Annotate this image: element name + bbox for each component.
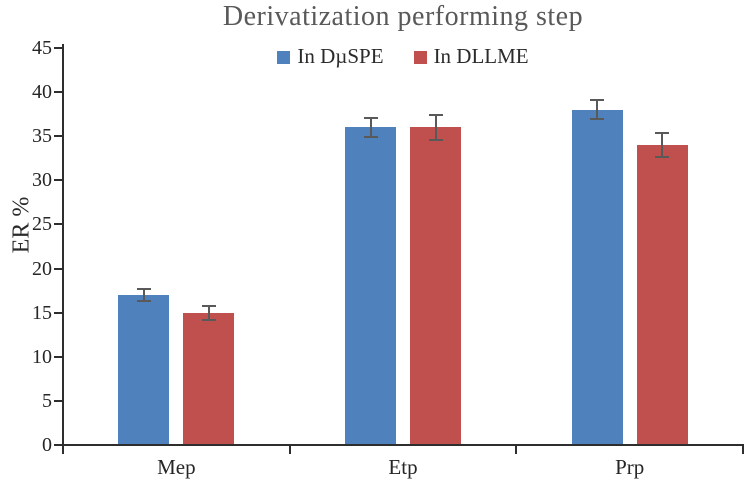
- error-bar-cap-top: [655, 131, 670, 134]
- error-bar-cap-top: [201, 304, 216, 307]
- y-axis-tick-label: 40: [32, 81, 52, 104]
- y-axis-tick: [54, 267, 63, 270]
- y-axis-tick-label: 45: [32, 37, 52, 59]
- legend-swatch-red-icon: [413, 51, 427, 64]
- chart-title: Derivatization performing step: [222, 1, 584, 32]
- y-axis-tick-label: 15: [32, 301, 52, 324]
- x-axis-tick: [742, 446, 744, 454]
- y-axis-tick: [54, 355, 63, 358]
- legend: In DµSPE In DLLME: [63, 44, 743, 69]
- y-axis-tick-label: 0: [42, 434, 52, 456]
- y-axis-tick-label: 25: [32, 213, 52, 236]
- y-axis-tick: [54, 179, 63, 182]
- x-axis-tick: [515, 446, 518, 454]
- y-axis-tick-label: 30: [32, 169, 52, 192]
- error-bar-whisker: [661, 132, 664, 158]
- y-axis-tick-label: 20: [32, 257, 52, 280]
- x-category-label-prp: Prp: [615, 455, 645, 479]
- legend-item-duspe: In DµSPE: [277, 44, 384, 69]
- bar-mep-duspe: [118, 295, 170, 445]
- error-bar-whisker: [369, 117, 372, 138]
- legend-label-dllme: In DLLME: [433, 44, 529, 68]
- error-bar-cap-top: [428, 114, 443, 117]
- y-axis-line: [62, 44, 64, 447]
- bar-etp-duspe: [345, 127, 396, 445]
- bar-etp-dllme: [410, 127, 461, 445]
- legend-swatch-blue-icon: [277, 51, 291, 64]
- y-axis-tick: [54, 444, 63, 446]
- y-axis-tick: [54, 91, 63, 94]
- y-axis-tick: [54, 311, 63, 314]
- bar-mep-dllme: [183, 312, 235, 445]
- error-bar-whisker: [434, 115, 437, 140]
- y-axis-tick-label: 10: [32, 345, 52, 368]
- x-category-label-mep: Mep: [157, 455, 196, 479]
- error-bar-whisker: [142, 288, 145, 302]
- error-bar-cap-bottom: [590, 118, 605, 121]
- y-axis-tick: [54, 135, 63, 138]
- error-bar-cap-top: [136, 287, 151, 290]
- error-bar-cap-bottom: [136, 300, 151, 303]
- error-bar-cap-top: [363, 116, 378, 119]
- error-bar-cap-bottom: [201, 318, 216, 321]
- error-bar-cap-bottom: [428, 138, 443, 141]
- y-axis-tick: [54, 223, 63, 226]
- legend-label-duspe: In DµSPE: [297, 44, 384, 68]
- error-bar-cap-bottom: [655, 156, 670, 159]
- error-bar-cap-bottom: [363, 136, 378, 139]
- y-axis-tick-label: 5: [42, 389, 52, 412]
- bar-prp-duspe: [571, 109, 623, 445]
- x-category-label-etp: Etp: [388, 455, 418, 479]
- error-bar-cap-top: [590, 99, 605, 102]
- y-axis-tick: [54, 47, 63, 49]
- error-bar-whisker: [207, 305, 210, 320]
- x-axis-line: [62, 444, 744, 446]
- x-axis-tick: [288, 446, 291, 454]
- legend-item-dllme: In DLLME: [413, 44, 529, 69]
- error-bar-whisker: [596, 100, 599, 120]
- bar-prp-dllme: [636, 145, 688, 445]
- y-axis-tick-label: 35: [32, 125, 52, 148]
- y-axis-tick: [54, 399, 63, 402]
- x-axis-tick: [62, 446, 64, 454]
